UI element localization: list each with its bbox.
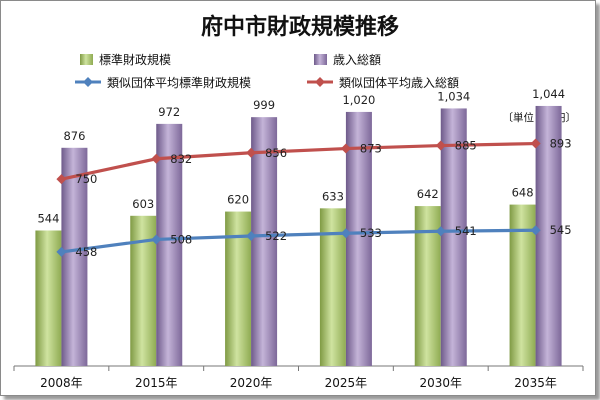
legend-swatch-standard-scale bbox=[80, 54, 93, 65]
data-label-avg-total-revenue: 856 bbox=[265, 146, 287, 160]
data-label-avg-standard-scale: 458 bbox=[75, 245, 97, 259]
legend-marker-avg-standard-scale bbox=[83, 77, 93, 87]
x-tick-label: 2020年 bbox=[230, 376, 273, 390]
data-label-total-revenue: 1,034 bbox=[437, 89, 470, 103]
plot-area: 544 876 2008年 603 972 2015年 620 999 2020年 633 1,02… bbox=[13, 87, 584, 390]
marker-avg-total-revenue bbox=[151, 153, 162, 164]
data-label-total-revenue: 1,044 bbox=[532, 87, 565, 101]
bar-total-revenue bbox=[535, 105, 562, 366]
data-label-standard-scale: 544 bbox=[37, 211, 59, 225]
legend-marker-avg-total-revenue bbox=[315, 77, 325, 87]
x-tick-label: 2030年 bbox=[419, 376, 462, 390]
data-label-avg-standard-scale: 541 bbox=[455, 224, 477, 238]
data-label-avg-total-revenue: 893 bbox=[550, 137, 572, 151]
data-label-avg-standard-scale: 545 bbox=[550, 223, 572, 237]
line-avg-total-revenue bbox=[61, 141, 536, 181]
data-label-total-revenue: 876 bbox=[63, 129, 85, 143]
data-label-avg-total-revenue: 885 bbox=[455, 139, 477, 153]
marker-avg-standard-scale bbox=[56, 246, 67, 257]
marker-avg-standard-scale bbox=[246, 230, 257, 241]
bar-total-revenue bbox=[156, 123, 183, 366]
data-label-avg-total-revenue: 750 bbox=[75, 172, 97, 186]
bar-standard-scale bbox=[35, 230, 62, 366]
data-label-standard-scale: 603 bbox=[132, 197, 154, 211]
marker-avg-total-revenue bbox=[246, 147, 257, 158]
data-label-avg-standard-scale: 508 bbox=[170, 232, 192, 246]
bar-total-revenue bbox=[345, 111, 372, 366]
bar-total-revenue bbox=[251, 117, 278, 367]
bar-total-revenue bbox=[440, 108, 467, 366]
marker-avg-standard-scale bbox=[340, 228, 351, 239]
data-label-standard-scale: 620 bbox=[227, 193, 249, 207]
marker-avg-standard-scale bbox=[435, 226, 446, 237]
legend-label-avg-total-revenue: 類似団体平均歳入総額 bbox=[339, 76, 459, 90]
marker-avg-total-revenue bbox=[435, 140, 446, 151]
x-tick-label: 2025年 bbox=[325, 376, 368, 390]
marker-avg-standard-scale bbox=[530, 225, 541, 236]
data-label-avg-total-revenue: 832 bbox=[170, 152, 192, 166]
data-label-avg-total-revenue: 873 bbox=[360, 142, 382, 156]
data-label-standard-scale: 642 bbox=[417, 187, 439, 201]
data-label-standard-scale: 648 bbox=[512, 186, 534, 200]
bar-total-revenue bbox=[61, 147, 88, 366]
data-label-standard-scale: 633 bbox=[322, 189, 344, 203]
data-label-total-revenue: 1,020 bbox=[342, 93, 375, 107]
legend-swatch-total-revenue bbox=[314, 54, 327, 65]
legend-label-avg-standard-scale: 類似団体平均標準財政規模 bbox=[107, 75, 251, 90]
marker-avg-total-revenue bbox=[530, 138, 541, 149]
marker-avg-total-revenue bbox=[340, 143, 351, 154]
x-tick-label: 2008年 bbox=[40, 376, 83, 390]
data-label-avg-standard-scale: 522 bbox=[265, 229, 287, 243]
data-label-total-revenue: 972 bbox=[158, 105, 180, 119]
marker-avg-standard-scale bbox=[151, 234, 162, 245]
legend-label-total-revenue: 歳入総額 bbox=[333, 53, 381, 67]
legend: 標準財政規模 歳入総額 類似団体平均標準財政規模 類似団体平均歳入総額 bbox=[75, 52, 459, 90]
x-tick-label: 2015年 bbox=[135, 376, 178, 390]
bar-standard-scale bbox=[130, 215, 157, 366]
legend-label-standard-scale: 標準財政規模 bbox=[99, 52, 171, 67]
marker-avg-total-revenue bbox=[56, 174, 67, 185]
chart-title: 府中市財政規模推移 bbox=[201, 14, 399, 40]
line-avg-standard-scale bbox=[61, 228, 536, 254]
data-label-total-revenue: 999 bbox=[253, 98, 275, 112]
data-label-avg-standard-scale: 533 bbox=[360, 226, 382, 240]
x-tick-label: 2035年 bbox=[514, 376, 557, 390]
